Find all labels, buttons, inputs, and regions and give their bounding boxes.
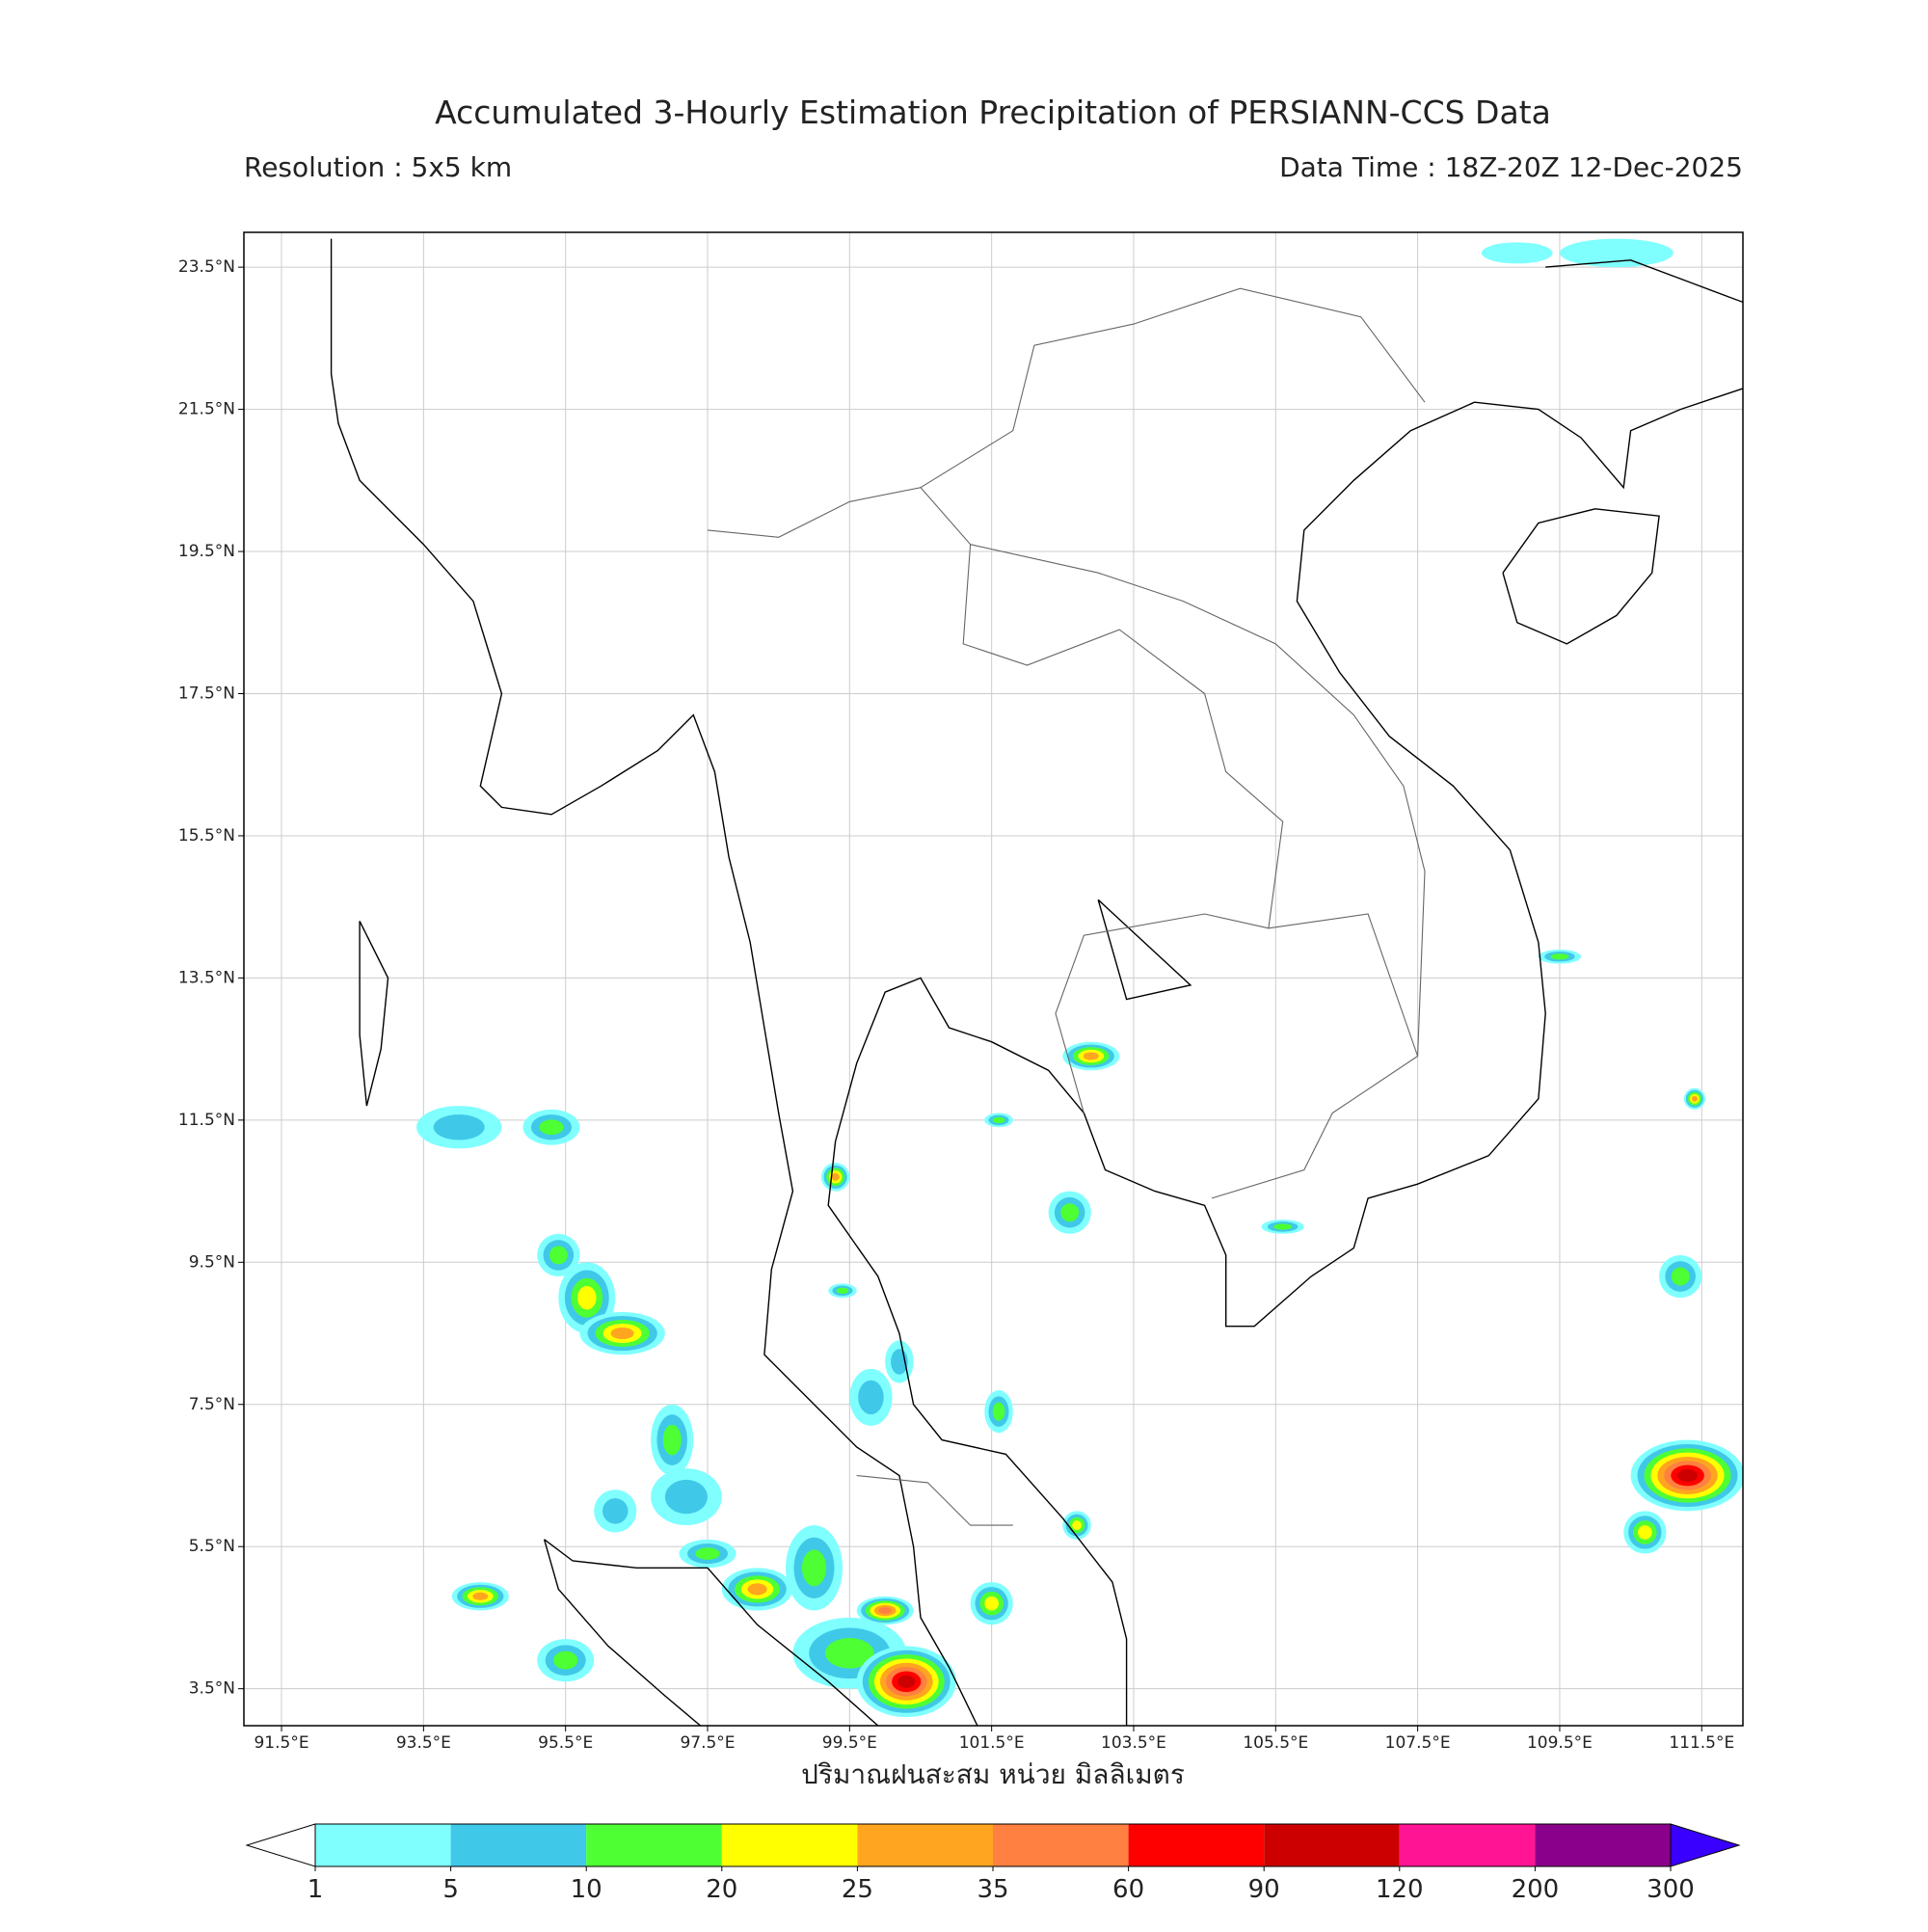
y-tick-label: 5.5°N	[189, 1537, 235, 1556]
border	[856, 1474, 1013, 1526]
rain-area	[1072, 1520, 1082, 1531]
rain-area	[695, 1547, 720, 1560]
y-tick-label: 13.5°N	[178, 968, 235, 987]
rain-area	[664, 1479, 709, 1515]
border	[707, 487, 1284, 1114]
y-tick-label: 7.5°N	[189, 1395, 235, 1414]
rain-area	[897, 1675, 916, 1688]
colorbar-tick-label: 10	[571, 1875, 602, 1904]
coastline	[827, 388, 1743, 1726]
rain-area	[472, 1592, 489, 1600]
colorbar-label: ปริมาณฝนสะสม หน่วย มิลลิเมตร	[801, 1758, 1185, 1790]
colorbar-tick-label: 35	[977, 1875, 1008, 1904]
rain-area	[825, 1638, 874, 1669]
border	[920, 287, 1426, 489]
colorbar-box	[586, 1824, 722, 1866]
rain-area	[831, 1172, 840, 1181]
y-tick-label: 23.5°N	[178, 257, 235, 277]
x-tick-label: 101.5°E	[959, 1733, 1025, 1753]
border	[1211, 913, 1419, 1199]
y-tick-label: 21.5°N	[178, 400, 235, 419]
y-tick-label: 9.5°N	[189, 1252, 235, 1272]
rain-area	[858, 1380, 884, 1415]
y-tick-label: 15.5°N	[178, 826, 235, 845]
rain-area	[1481, 242, 1553, 264]
x-tick-label: 91.5°E	[254, 1733, 308, 1753]
x-tick-label: 109.5°E	[1527, 1733, 1593, 1753]
rain-area	[1677, 1468, 1698, 1482]
x-tick-label: 105.5°E	[1243, 1733, 1308, 1753]
rain-area	[662, 1424, 682, 1456]
rain-area	[549, 1246, 568, 1265]
x-tick-label: 103.5°E	[1101, 1733, 1166, 1753]
coastline	[1545, 259, 1743, 304]
rain-area	[984, 1596, 1000, 1611]
rain-area	[878, 1607, 892, 1614]
colorbar-tick-label: 60	[1112, 1875, 1144, 1904]
colorbar-box	[315, 1824, 451, 1866]
x-tick-label: 97.5°E	[680, 1733, 735, 1753]
colorbar-tick-label: 300	[1647, 1875, 1695, 1904]
colorbar-tick-label: 25	[842, 1875, 873, 1904]
coastline	[1097, 899, 1192, 1001]
y-tick-label: 17.5°N	[178, 684, 235, 703]
rain-area	[539, 1119, 564, 1136]
rain-area	[1691, 1095, 1698, 1102]
rain-area	[1559, 238, 1674, 268]
rain-area	[1273, 1223, 1293, 1230]
colorbar-box	[450, 1824, 587, 1866]
y-tick-label: 19.5°N	[178, 542, 235, 561]
rain-area	[801, 1549, 827, 1587]
coastline	[1502, 508, 1660, 645]
x-tick-label: 111.5°E	[1669, 1733, 1734, 1753]
colorbar-box	[1128, 1824, 1265, 1866]
rain-area	[747, 1583, 767, 1596]
colorbar-box	[857, 1824, 993, 1866]
map-frame	[243, 231, 1744, 1727]
colorbar-box	[1399, 1824, 1536, 1866]
rain-area	[836, 1287, 849, 1294]
rain-area	[553, 1650, 578, 1670]
title: Accumulated 3-Hourly Estimation Precipit…	[435, 94, 1551, 131]
border	[970, 544, 1426, 1057]
x-tick-label: 99.5°E	[822, 1733, 877, 1753]
colorbar-tick-label: 1	[308, 1875, 324, 1904]
x-tick-label: 107.5°E	[1385, 1733, 1451, 1753]
colorbar-tick-label: 200	[1512, 1875, 1560, 1904]
data-time: Data Time : 18Z-20Z 12-Dec-2025	[1279, 151, 1743, 183]
x-tick-label: 93.5°E	[396, 1733, 451, 1753]
x-tick-label: 95.5°E	[538, 1733, 593, 1753]
map-area	[244, 232, 1743, 1726]
rain-area	[433, 1114, 485, 1140]
colorbar-under	[245, 1823, 316, 1867]
rain-area	[992, 1402, 1005, 1421]
rain-area	[576, 1285, 597, 1310]
rain-area	[1671, 1267, 1690, 1286]
colorbar-tick-label: 5	[442, 1875, 459, 1904]
rain-area	[602, 1498, 629, 1524]
rain-area	[992, 1116, 1005, 1124]
coastline	[544, 1539, 879, 1726]
colorbar-box	[993, 1824, 1129, 1866]
rain-area	[1060, 1203, 1080, 1222]
rain-area	[1083, 1052, 1099, 1060]
colorbar-tick-label: 90	[1248, 1875, 1280, 1904]
coastline	[330, 238, 978, 1726]
colorbar-tick-label: 120	[1376, 1875, 1424, 1904]
coastline	[359, 921, 389, 1107]
rain-area	[1550, 953, 1569, 960]
colorbar-box	[1535, 1824, 1671, 1866]
colorbar-box	[1264, 1824, 1400, 1866]
y-tick-label: 11.5°N	[178, 1111, 235, 1130]
coastline	[543, 1539, 702, 1726]
rain-area	[1637, 1525, 1652, 1540]
resolution: Resolution : 5x5 km	[244, 151, 512, 183]
colorbar-over	[1670, 1823, 1741, 1867]
rain-area	[610, 1328, 634, 1340]
y-tick-label: 3.5°N	[189, 1679, 235, 1699]
colorbar-tick-label: 20	[706, 1875, 737, 1904]
colorbar-box	[721, 1824, 858, 1866]
